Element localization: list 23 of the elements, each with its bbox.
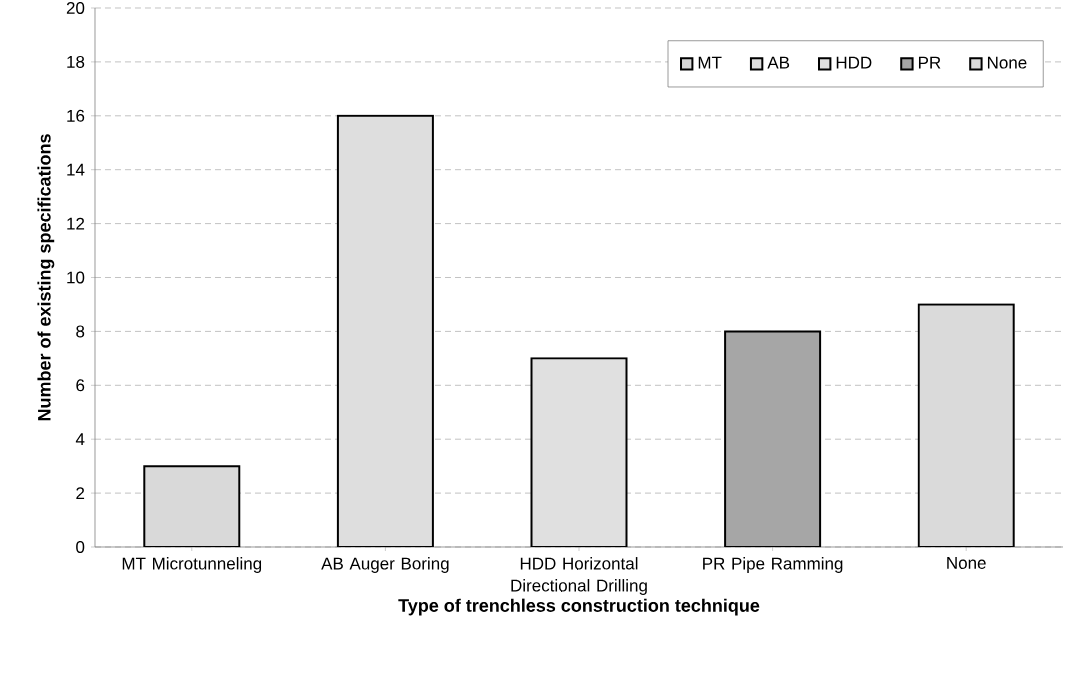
- y-tick-label: 12: [67, 217, 85, 230]
- legend-label: MT: [698, 56, 722, 69]
- x-axis-title: Type of trenchless construction technique: [398, 598, 760, 616]
- legend-label: None: [987, 56, 1027, 69]
- legend-label: PR: [918, 56, 941, 69]
- y-tick-label: 20: [66, 1, 85, 15]
- x-tick-label: PR Pipe Ramming: [703, 557, 843, 573]
- y-tick-label: 14: [67, 163, 85, 176]
- y-tick-label: 16: [67, 109, 85, 122]
- y-tick-label: 4: [75, 433, 85, 446]
- legend-label: AB: [767, 56, 790, 69]
- y-tick-label: 18: [67, 55, 85, 68]
- x-tick-label: None: [947, 557, 986, 569]
- y-tick-label: 0: [76, 541, 85, 554]
- x-tick-label: MT Microtunneling: [122, 557, 262, 573]
- x-tick-label: AB Auger Boring: [321, 557, 449, 573]
- y-tick-label: 6: [76, 379, 85, 392]
- y-tick-label: 2: [76, 487, 85, 500]
- legend-label: HDD: [836, 56, 872, 69]
- x-tick-label: HDD Horizontal Directional Drilling: [511, 557, 647, 595]
- y-axis-title: Number of existing specifications: [37, 134, 55, 421]
- y-tick-label: 10: [67, 271, 85, 284]
- y-tick-label: 8: [76, 325, 85, 338]
